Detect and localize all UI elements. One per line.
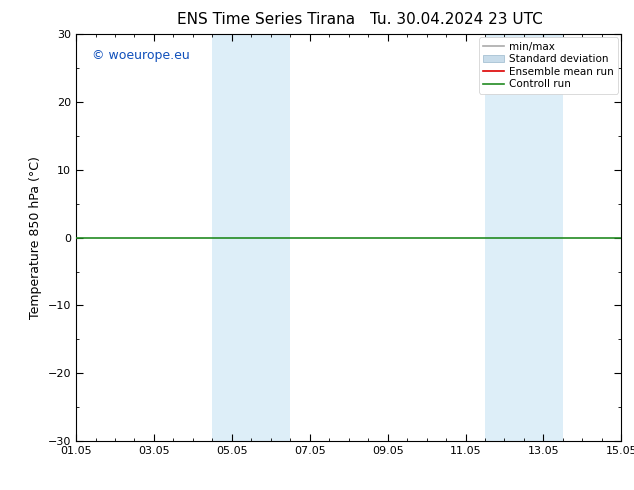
Legend: min/max, Standard deviation, Ensemble mean run, Controll run: min/max, Standard deviation, Ensemble me… [479, 37, 618, 94]
Bar [212, 34, 290, 441]
Text: © woeurope.eu: © woeurope.eu [93, 49, 190, 62]
Text: ENS Time Series Tirana: ENS Time Series Tirana [178, 12, 355, 27]
Text: Tu. 30.04.2024 23 UTC: Tu. 30.04.2024 23 UTC [370, 12, 543, 27]
Bar [485, 34, 563, 441]
Y-axis label: Temperature 850 hPa (°C): Temperature 850 hPa (°C) [29, 156, 42, 319]
